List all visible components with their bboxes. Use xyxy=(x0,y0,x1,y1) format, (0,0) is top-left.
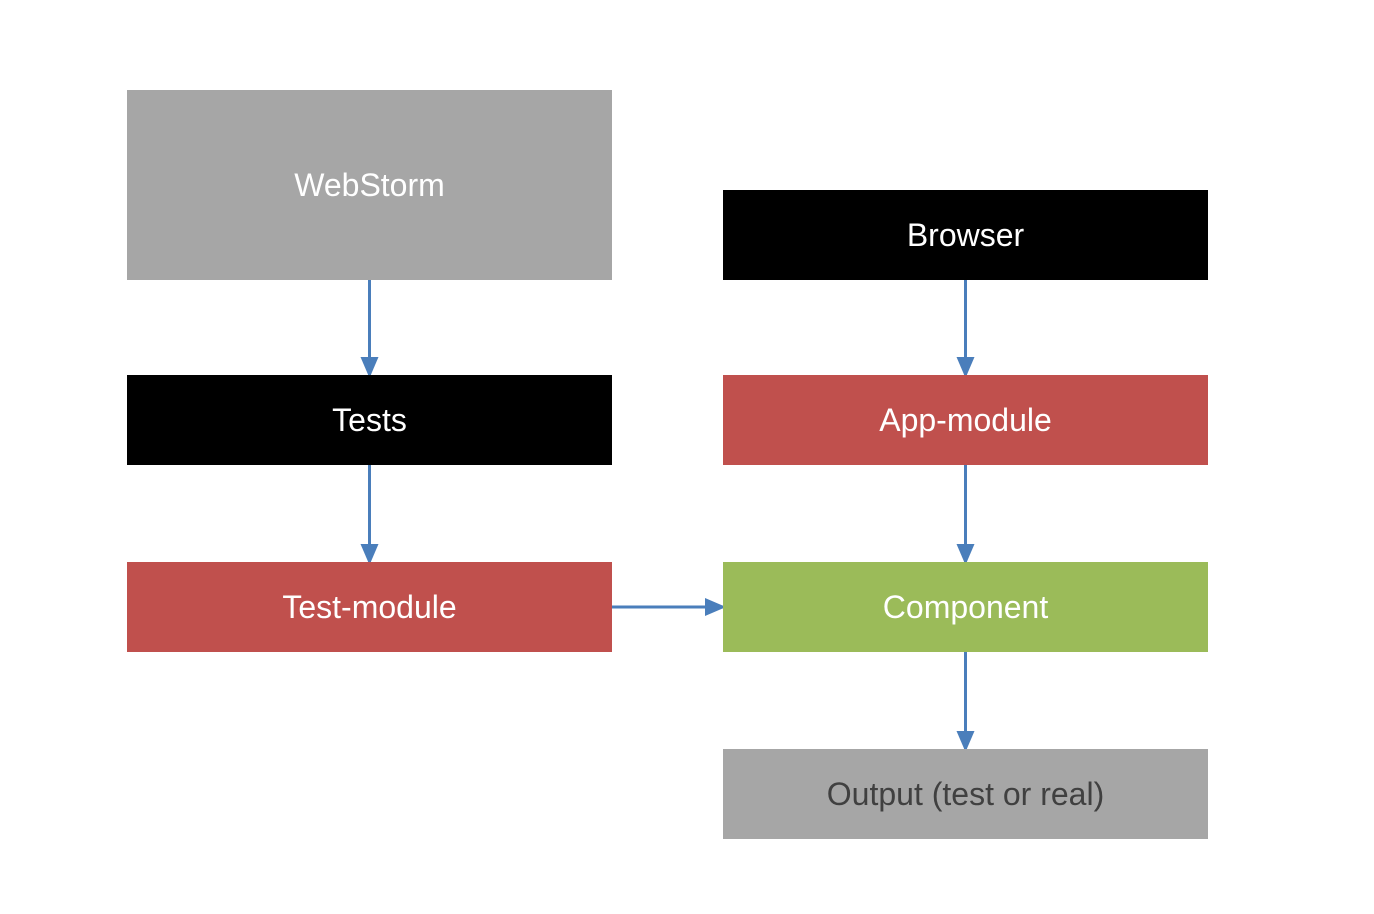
node-browser: Browser xyxy=(723,190,1208,280)
node-label-test-module: Test-module xyxy=(282,589,456,626)
node-component: Component xyxy=(723,562,1208,652)
node-app-module: App-module xyxy=(723,375,1208,465)
node-label-browser: Browser xyxy=(907,217,1024,254)
node-webstorm: WebStorm xyxy=(127,90,612,280)
node-tests: Tests xyxy=(127,375,612,465)
node-label-webstorm: WebStorm xyxy=(294,167,445,204)
diagram-canvas: WebStorm Tests Test-module Browser App-modul… xyxy=(0,0,1374,914)
node-label-component: Component xyxy=(883,589,1048,626)
node-label-output: Output (test or real) xyxy=(827,776,1104,813)
node-test-module: Test-module xyxy=(127,562,612,652)
node-label-tests: Tests xyxy=(332,402,407,439)
node-label-app-module: App-module xyxy=(879,402,1052,439)
node-output: Output (test or real) xyxy=(723,749,1208,839)
